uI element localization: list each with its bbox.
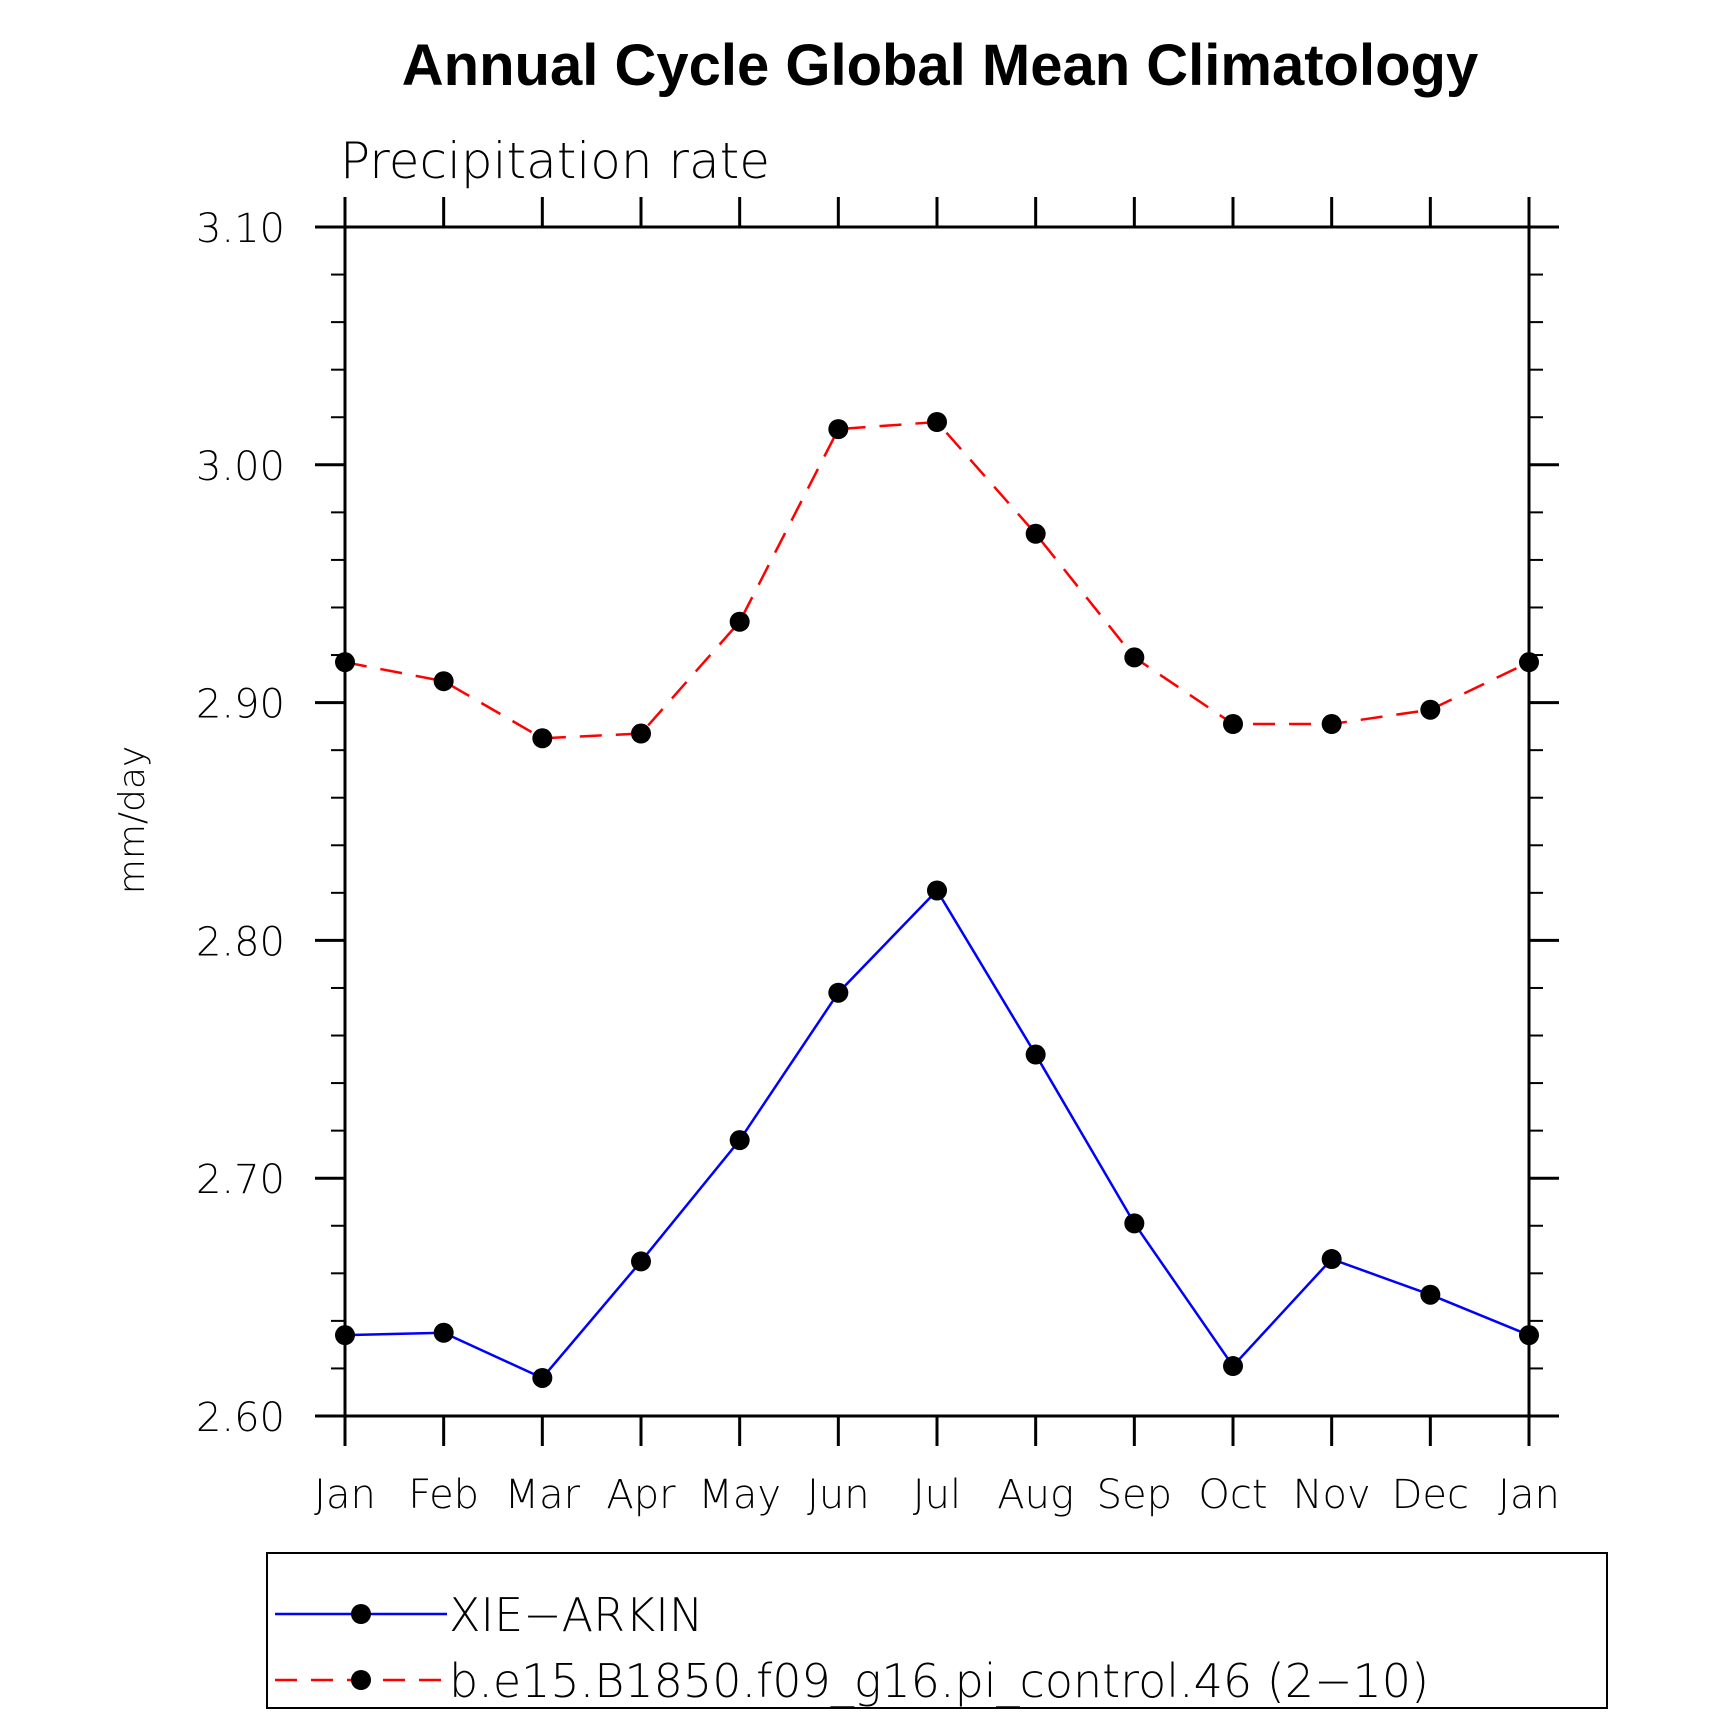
- legend-label-0: XIE−ARKIN: [449, 1588, 703, 1642]
- data-point: [729, 611, 750, 632]
- y-axis-label: mm/day: [112, 746, 153, 894]
- x-tick-label: Jan: [314, 1472, 376, 1518]
- x-tick-label: Dec: [1392, 1472, 1469, 1518]
- y-tick-label: 2.90: [196, 682, 285, 728]
- x-tick-label: Sep: [1097, 1472, 1172, 1518]
- legend-items: XIE−ARKIN b.e15.B1850.f09_g16.pi_control.…: [275, 1588, 1429, 1708]
- series-line-1: [344, 420, 1530, 740]
- data-point: [1519, 1325, 1539, 1346]
- data-point: [729, 1130, 750, 1151]
- data-point: [927, 880, 947, 901]
- data-point: [532, 728, 553, 749]
- x-tick-label: Nov: [1293, 1472, 1371, 1518]
- legend-marker-0: [351, 1604, 371, 1624]
- x-tick-label: Aug: [997, 1472, 1074, 1518]
- y-tick-label: 2.60: [196, 1395, 285, 1441]
- data-point: [1025, 1044, 1046, 1065]
- data-point: [433, 671, 454, 692]
- y-ticks: 2.60 2.70 2.80 2.90 3.00 3.10: [196, 206, 1559, 1441]
- data-point: [927, 411, 947, 432]
- data-point: [631, 723, 651, 744]
- x-tick-label: Apr: [606, 1472, 676, 1518]
- legend-box: [266, 1552, 1608, 1709]
- legend-label-1: b.e15.B1850.f09_g16.pi_control.46 (2−10): [449, 1654, 1429, 1708]
- x-ticks: Jan Feb Mar Apr May Jun Jul Aug Sep Oct Nov Dec Jan: [314, 197, 1560, 1518]
- data-point: [1025, 523, 1046, 544]
- data-point: [1223, 714, 1243, 735]
- x-tick-label: May: [698, 1472, 781, 1518]
- data-point: [1321, 1249, 1342, 1270]
- x-tick-label: Jul: [913, 1472, 961, 1518]
- y-tick-label: 3.00: [196, 444, 285, 490]
- chart-title: Annual Cycle Global Mean Climatology: [402, 33, 1478, 98]
- data-point: [1519, 652, 1539, 673]
- data-point: [532, 1367, 553, 1388]
- series-layer: [335, 411, 1539, 1388]
- data-point: [335, 1325, 355, 1346]
- chart-subtitle: Precipitation rate: [340, 132, 770, 190]
- y-tick-label: 2.80: [196, 919, 285, 965]
- data-point: [1420, 1284, 1441, 1305]
- legend: XIE−ARKIN b.e15.B1850.f09_g16.pi_control.…: [266, 1552, 1608, 1709]
- data-point: [828, 419, 849, 440]
- data-point: [1420, 699, 1441, 720]
- data-point: [1124, 1213, 1145, 1234]
- x-tick-label: Jan: [1498, 1472, 1560, 1518]
- data-point: [1124, 647, 1145, 668]
- y-tick-label: 2.70: [196, 1157, 285, 1203]
- data-point: [631, 1251, 651, 1272]
- data-point: [1223, 1356, 1243, 1377]
- data-point: [335, 652, 355, 673]
- y-tick-label: 3.10: [196, 206, 285, 252]
- legend-marker-1: [351, 1670, 371, 1690]
- x-tick-label: Feb: [408, 1472, 479, 1518]
- x-tick-label: Oct: [1198, 1472, 1267, 1518]
- plot-frame: [343, 225, 1531, 1418]
- x-tick-label: Mar: [505, 1472, 581, 1518]
- series-line-0: [344, 888, 1530, 1380]
- data-point: [433, 1322, 454, 1343]
- x-tick-label: Jun: [807, 1472, 870, 1518]
- data-point: [828, 982, 849, 1003]
- data-point: [1321, 714, 1342, 735]
